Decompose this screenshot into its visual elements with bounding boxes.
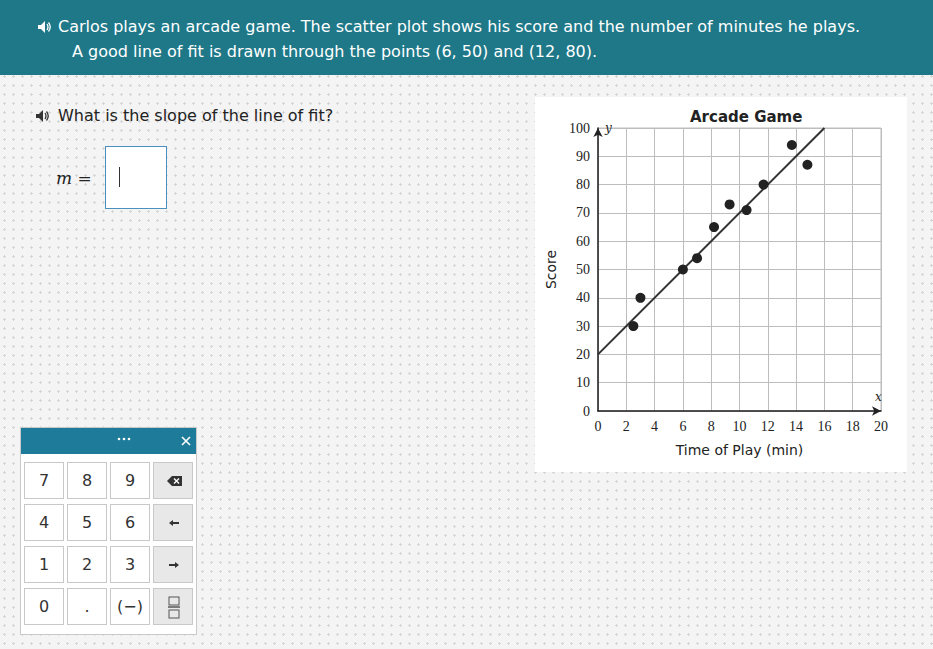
html-text:3: 3 <box>124 555 136 574</box>
svg-text:90: 90 <box>576 149 590 164</box>
svg-text:2: 2 <box>623 419 630 434</box>
svg-text:60: 60 <box>576 234 590 249</box>
svg-text:30: 30 <box>576 319 590 334</box>
html-text:m =: m = <box>56 168 92 188</box>
svg-text:70: 70 <box>576 205 590 220</box>
svg-text:0: 0 <box>595 419 602 434</box>
svg-text:Arcade Game: Arcade Game <box>690 108 802 126</box>
svg-text:20: 20 <box>874 419 888 434</box>
svg-text:80: 80 <box>576 177 590 192</box>
html-text:5: 5 <box>81 513 93 532</box>
html-text:9: 9 <box>124 471 136 490</box>
svg-text:4: 4 <box>651 419 658 434</box>
svg-text:20: 20 <box>576 347 590 362</box>
svg-text:14: 14 <box>789 419 803 434</box>
svg-text:x: x <box>875 390 882 404</box>
svg-text:50: 50 <box>576 262 590 277</box>
svg-text:Time of Play (min): Time of Play (min) <box>675 442 804 458</box>
html-text:4: 4 <box>38 513 50 532</box>
html-text:7: 7 <box>38 471 50 490</box>
svg-text:10: 10 <box>576 375 590 390</box>
html-text:2: 2 <box>81 555 93 574</box>
html-text:1: 1 <box>38 555 50 574</box>
html-text:6: 6 <box>124 513 136 532</box>
svg-text:10: 10 <box>733 419 747 434</box>
svg-text:12: 12 <box>761 419 775 434</box>
html-text:8: 8 <box>81 471 93 490</box>
html-text:Carlos plays an arcade game. T: Carlos plays an arcade game. The scatter… <box>58 17 861 36</box>
svg-text:18: 18 <box>846 419 860 434</box>
svg-text:y: y <box>604 121 612 135</box>
svg-text:Score: Score <box>543 250 559 289</box>
svg-text:6: 6 <box>679 419 686 434</box>
svg-text:16: 16 <box>817 419 831 434</box>
html-text:0: 0 <box>38 597 50 616</box>
html-text:What is the slope of the line: What is the slope of the line of fit? <box>58 106 334 125</box>
svg-text:8: 8 <box>708 419 715 434</box>
html-text:A good line of fit is drawn th: A good line of fit is drawn through the … <box>72 42 598 61</box>
svg-text:40: 40 <box>576 290 590 305</box>
svg-text:0: 0 <box>583 404 590 419</box>
svg-text:100: 100 <box>569 121 590 136</box>
